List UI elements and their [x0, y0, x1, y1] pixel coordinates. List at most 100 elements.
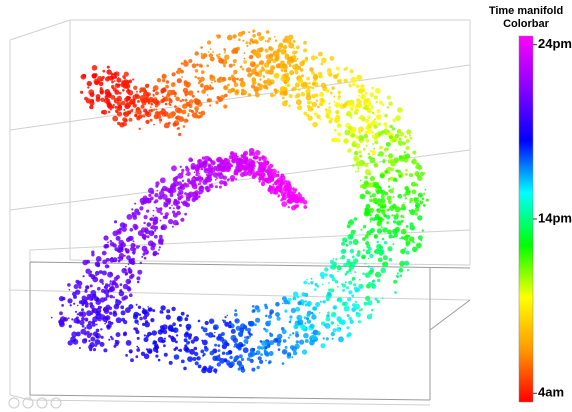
- point: [379, 173, 385, 179]
- point: [296, 295, 300, 299]
- point: [171, 225, 174, 228]
- point: [356, 98, 361, 103]
- point: [373, 124, 378, 129]
- point: [162, 78, 166, 83]
- point: [135, 330, 140, 334]
- point: [342, 237, 348, 243]
- point: [114, 284, 119, 289]
- point: [305, 56, 308, 60]
- point: [178, 116, 185, 122]
- point: [137, 312, 140, 315]
- point: [392, 228, 398, 234]
- point: [377, 122, 381, 126]
- point: [350, 117, 353, 120]
- point: [177, 349, 180, 352]
- point: [357, 170, 360, 173]
- point: [320, 62, 324, 66]
- point: [388, 180, 390, 182]
- point: [86, 80, 93, 87]
- point: [344, 281, 347, 284]
- point: [232, 76, 237, 81]
- point: [306, 278, 308, 281]
- point: [337, 132, 342, 137]
- point: [383, 241, 388, 245]
- point: [289, 333, 292, 337]
- point: [369, 122, 374, 127]
- point: [256, 160, 259, 163]
- point: [297, 75, 301, 78]
- point: [312, 306, 318, 311]
- point: [174, 105, 177, 108]
- point: [363, 133, 369, 139]
- point: [216, 362, 221, 367]
- point: [232, 337, 239, 344]
- point: [243, 152, 246, 156]
- point: [102, 259, 108, 265]
- point: [277, 43, 283, 50]
- point: [178, 323, 182, 327]
- point: [111, 280, 116, 285]
- point: [119, 91, 122, 95]
- point: [399, 237, 402, 240]
- point: [123, 254, 126, 257]
- point: [374, 250, 377, 254]
- point: [275, 312, 280, 317]
- point: [168, 102, 171, 105]
- point: [254, 90, 259, 95]
- point: [348, 113, 353, 118]
- point: [262, 75, 265, 78]
- point: [107, 284, 111, 287]
- point: [200, 54, 206, 60]
- point: [252, 347, 256, 351]
- point: [369, 150, 372, 153]
- point: [239, 327, 245, 333]
- point: [376, 109, 381, 114]
- point: [131, 212, 135, 215]
- point: [359, 179, 362, 182]
- point: [121, 296, 126, 301]
- point: [376, 190, 381, 195]
- point: [387, 185, 391, 188]
- point: [202, 354, 205, 357]
- point: [202, 327, 208, 333]
- point: [80, 299, 87, 305]
- point: [126, 214, 133, 220]
- point: [396, 272, 399, 275]
- point: [326, 315, 329, 318]
- point: [292, 197, 296, 202]
- point: [81, 295, 87, 301]
- point: [223, 342, 227, 345]
- point: [189, 348, 195, 355]
- point: [236, 173, 239, 176]
- point: [364, 272, 371, 279]
- point: [288, 64, 292, 67]
- point: [183, 332, 189, 338]
- point: [176, 78, 182, 84]
- point: [178, 205, 181, 209]
- point: [353, 258, 359, 264]
- point: [265, 30, 270, 34]
- point: [345, 286, 349, 290]
- point: [58, 319, 63, 325]
- point: [204, 168, 208, 171]
- point: [135, 245, 140, 249]
- point: [259, 340, 263, 343]
- point: [378, 131, 383, 137]
- point: [400, 274, 402, 277]
- point: [343, 78, 348, 83]
- point: [139, 206, 144, 211]
- point: [374, 118, 377, 121]
- point: [319, 271, 325, 278]
- point: [355, 311, 359, 315]
- point: [404, 172, 408, 176]
- point: [224, 54, 230, 60]
- point: [198, 111, 201, 115]
- point: [206, 94, 209, 96]
- point: [214, 355, 221, 362]
- point: [409, 197, 414, 202]
- point: [183, 338, 188, 343]
- point: [108, 338, 111, 341]
- point: [268, 37, 272, 41]
- point: [152, 340, 157, 345]
- point: [124, 97, 129, 102]
